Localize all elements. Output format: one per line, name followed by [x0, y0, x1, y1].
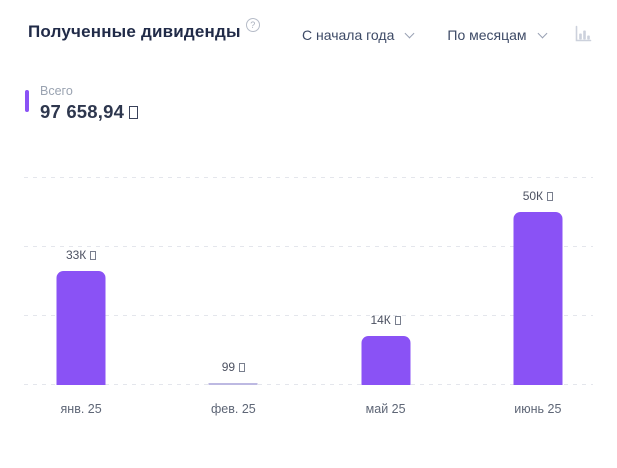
bar-chart-icon [573, 24, 593, 44]
chart-type-button[interactable] [573, 24, 593, 44]
chart-bar-фев. 25[interactable] [208, 383, 258, 385]
bar-value-amount: 99 [221, 360, 236, 374]
chart-bar-май 25[interactable] [361, 336, 411, 385]
x-axis-label: янв. 25 [60, 402, 102, 416]
bar-value-label: 50К [462, 189, 614, 203]
chart-bar-июнь 25[interactable] [513, 212, 563, 385]
x-axis-label: фев. 25 [211, 402, 256, 416]
period-dropdown[interactable]: С начала года [302, 27, 415, 43]
bar-column: 14К [310, 177, 462, 385]
bar-value-label: 99 [157, 360, 309, 374]
bar-value-amount: 33К [65, 248, 87, 262]
gridline [24, 315, 593, 316]
x-axis-label: июнь 25 [514, 402, 562, 416]
chevron-down-icon [537, 28, 547, 38]
ruble-missing-glyph-icon [239, 362, 246, 372]
total-value: 97 658,94 [40, 101, 139, 123]
ruble-missing-glyph-icon [547, 191, 554, 201]
grouping-dropdown-value: По месяцам [447, 27, 527, 43]
legend-marker [25, 90, 29, 112]
gridline [24, 246, 593, 247]
page-title: Полученные дивиденды [28, 22, 241, 41]
bar-value-label: 14К [310, 313, 462, 327]
gridline [24, 384, 593, 385]
chart-controls: С начала года По месяцам [302, 24, 593, 44]
ruble-missing-glyph-icon [90, 250, 97, 260]
bar-column: 33К [5, 177, 157, 385]
bar-column: 50К [462, 177, 614, 385]
bar-column: 99 [157, 177, 309, 385]
bar-value-amount: 50К [522, 189, 544, 203]
total-label: Всего [40, 84, 73, 98]
total-amount: 97 658,94 [40, 101, 125, 122]
chevron-down-icon [404, 28, 415, 38]
gridlines [24, 177, 593, 385]
ruble-missing-glyph-icon [129, 105, 139, 119]
widget-header: Полученные дивиденды ? [28, 18, 260, 42]
help-icon[interactable]: ? [245, 18, 260, 32]
chart-bar-янв. 25[interactable] [56, 271, 106, 385]
bar-value-amount: 14К [370, 313, 391, 327]
bars-layer: 33К 99 14К 50К [5, 177, 614, 385]
ruble-missing-glyph-icon [394, 315, 401, 325]
period-dropdown-value: С начала года [302, 27, 395, 43]
gridline [24, 177, 593, 178]
x-axis-labels: янв. 25 фев. 25 май 25 июнь 25 [5, 402, 614, 416]
x-axis-label: май 25 [365, 402, 406, 416]
dividends-bar-chart: 33К 99 14К 50К янв. 25 фев. 25 май 25 июнь 25 [0, 177, 617, 427]
grouping-dropdown[interactable]: По месяцам [447, 27, 547, 43]
total-summary: Всего 97 658,94 [25, 84, 139, 123]
bar-value-label: 33К [5, 248, 157, 262]
